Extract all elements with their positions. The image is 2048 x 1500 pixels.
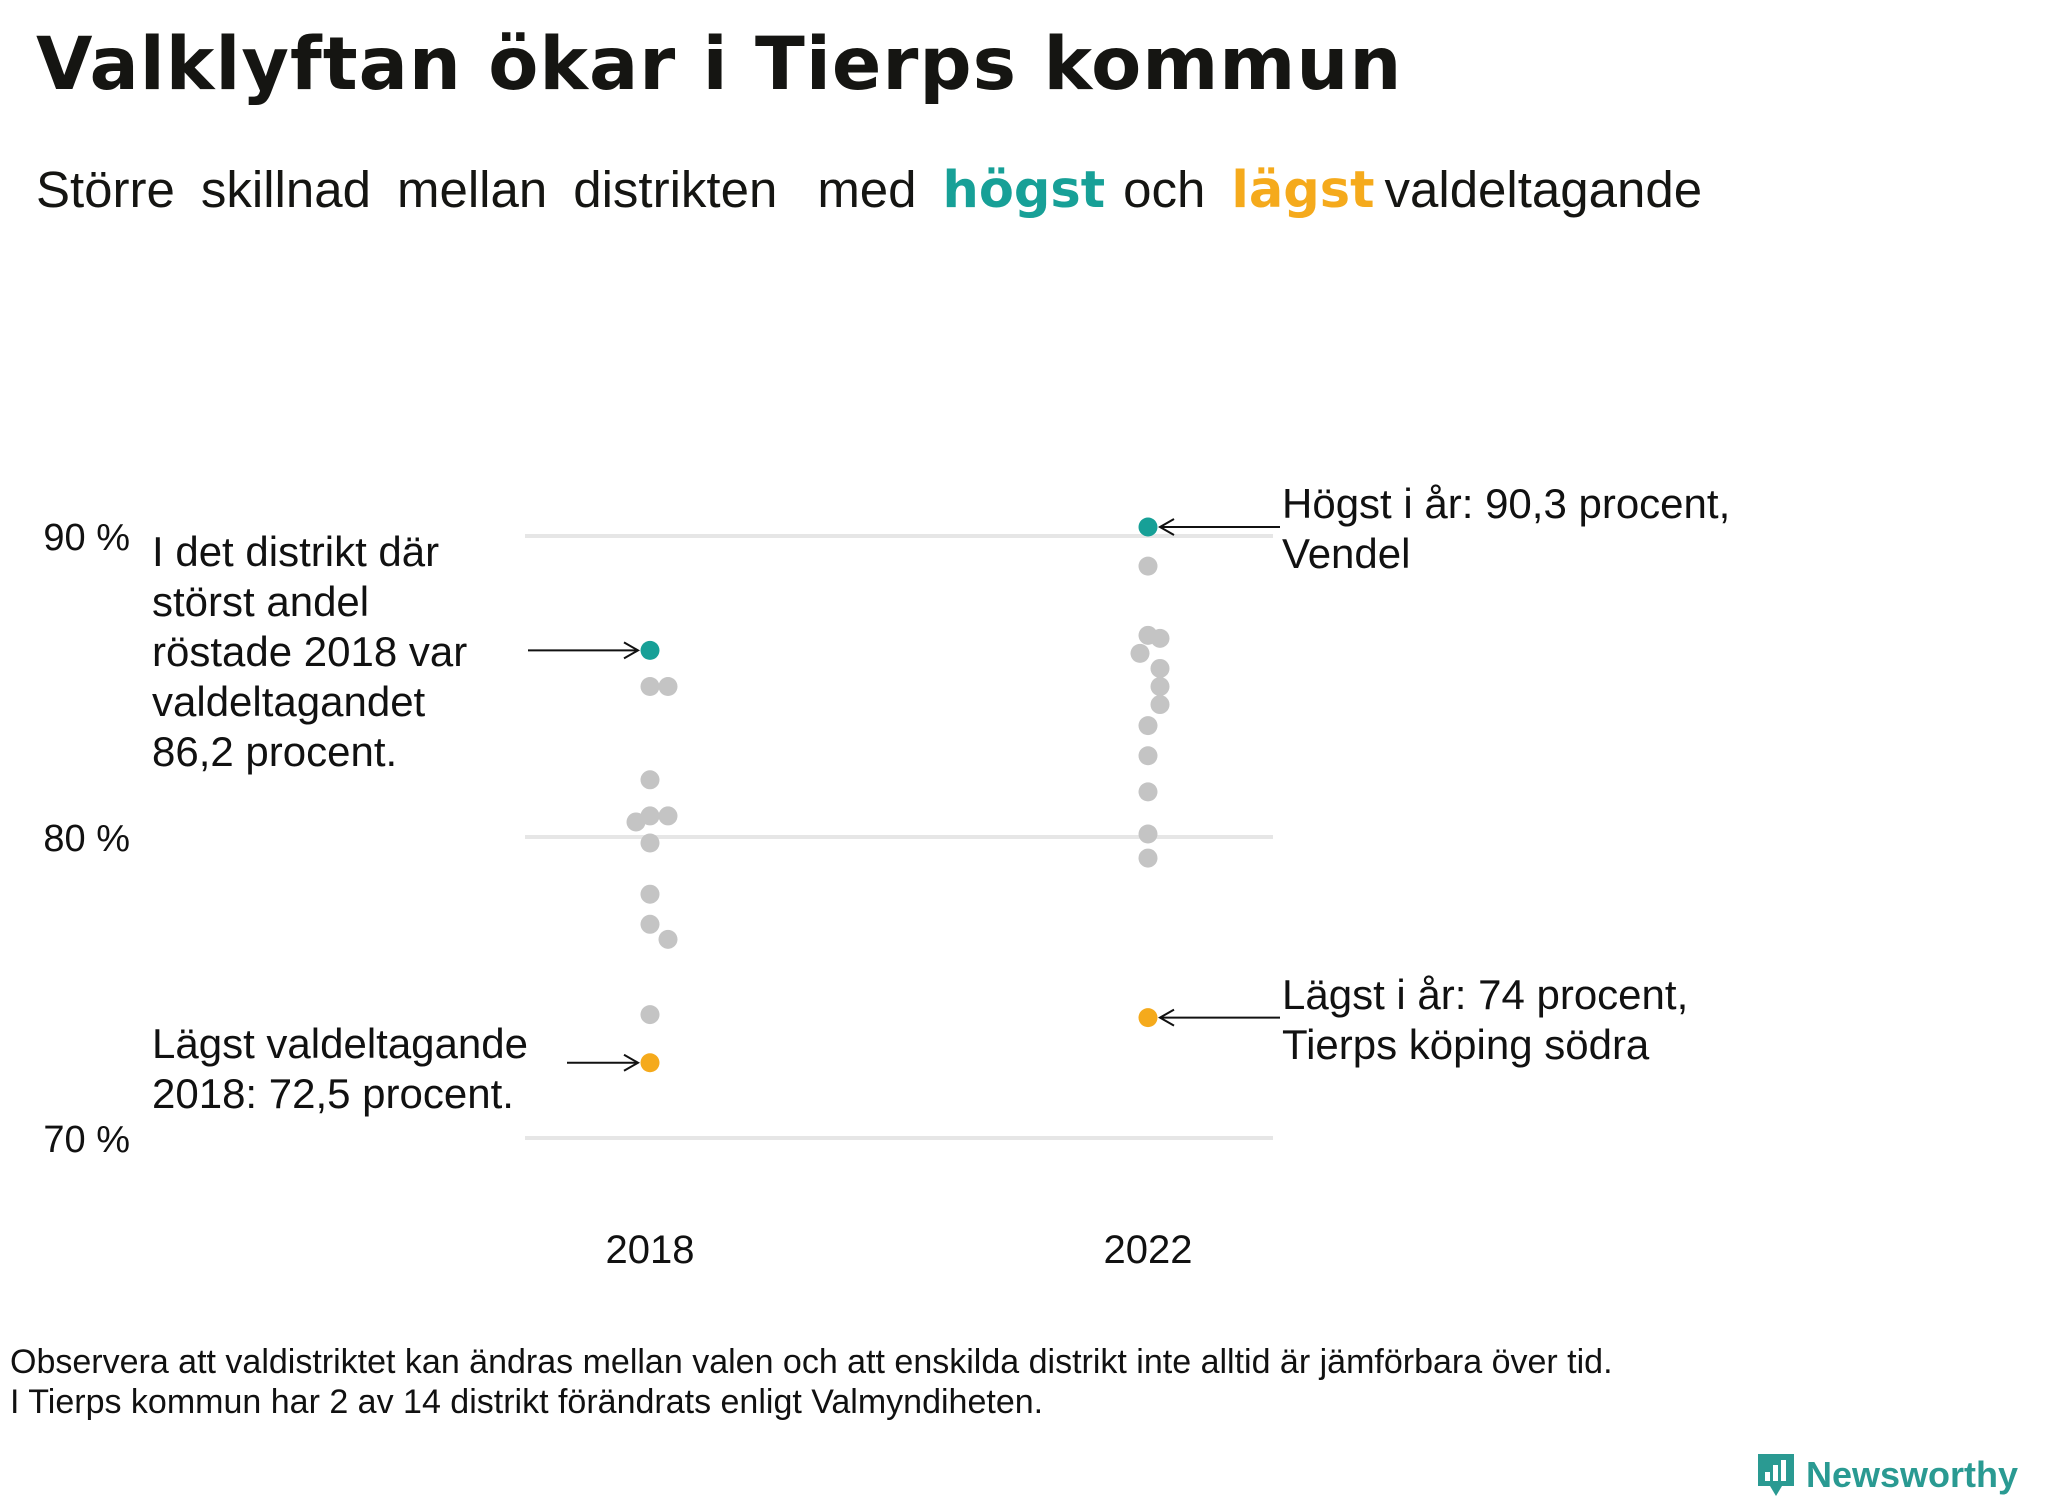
footnote-line: I Tierps kommun har 2 av 14 distrikt för… — [10, 1383, 1044, 1421]
subtitle-word: distrikten — [573, 161, 778, 218]
y-tick-label: 80 % — [43, 818, 130, 860]
subtitle-word: med — [817, 161, 917, 218]
data-points — [626, 517, 1170, 1073]
annotation-arrows — [528, 518, 1280, 1072]
annotation-low-2022: Lägst i år: 74 procent, — [1282, 971, 1688, 1018]
annotation-high-2018: valdeltagandet — [152, 678, 426, 725]
subtitle-word: Större — [36, 161, 175, 218]
annotation-low-2018: Lägst valdeltagande — [152, 1020, 528, 1067]
brand-name: Newsworthy — [1805, 1454, 2018, 1495]
data-point-2022 — [1150, 695, 1170, 715]
subtitle-highlight-low: lägst — [1231, 161, 1375, 220]
data-point-2022 — [1138, 716, 1158, 736]
arrow-low-2018-head — [623, 1053, 641, 1072]
subtitle-word: skillnad — [200, 161, 371, 218]
data-point-2022 — [1138, 746, 1158, 766]
data-point-2018 — [640, 677, 660, 696]
data-point-2022 — [1138, 556, 1158, 576]
annotation-high-2022: Vendel — [1282, 530, 1410, 577]
data-point-2018 — [640, 884, 660, 904]
y-tick-label: 90 % — [43, 517, 130, 559]
annotation-high-2018: störst andel — [152, 578, 369, 625]
y-axis-ticks: 70 % 80 % 90 % — [43, 517, 130, 1161]
x-tick-label: 2018 — [606, 1228, 695, 1272]
arrow-high-2022-head — [1157, 518, 1175, 536]
arrow-high-2018-head — [623, 641, 641, 660]
data-point-2022 — [1138, 824, 1158, 844]
y-tick-label: 70 % — [43, 1119, 130, 1161]
data-point-2018 — [640, 640, 660, 660]
annotation-high-2018: 86,2 procent. — [152, 728, 397, 775]
subtitle-word: mellan — [396, 161, 548, 218]
footnote: Observera att valdistriktet kan ändras m… — [10, 1342, 1613, 1422]
annotation-low-2018: 2018: 72,5 procent. — [152, 1070, 514, 1117]
chart-subtitle: Större skillnad mellan distrikten med högst oc… — [36, 160, 1702, 220]
annotation-high-2018: I det distrikt där — [152, 528, 439, 575]
brand: Newsworthy — [1756, 1452, 2018, 1498]
grid-lines — [525, 534, 1273, 1140]
annotation-high-2018: röstade 2018 var — [152, 628, 467, 675]
data-point-2022 — [1138, 1008, 1158, 1028]
subtitle-highlight-high: högst — [942, 161, 1106, 220]
data-point-2022 — [1138, 517, 1158, 537]
arrow-low-2022-head — [1157, 1008, 1175, 1027]
data-point-2018 — [640, 914, 660, 934]
x-axis-ticks: 2018 2022 — [606, 1228, 1193, 1272]
data-point-2018 — [640, 833, 660, 853]
newsworthy-logo-icon — [1757, 1454, 1794, 1496]
data-point-2018 — [640, 1053, 660, 1073]
data-point-2022 — [1150, 677, 1170, 696]
data-point-2022 — [1138, 848, 1158, 868]
data-point-2022 — [1130, 643, 1150, 663]
data-point-2018 — [626, 812, 646, 832]
data-point-2018 — [658, 677, 678, 696]
data-point-2018 — [658, 806, 678, 826]
data-point-2022 — [1138, 782, 1158, 802]
annotation-high-2022: Högst i år: 90,3 procent, — [1282, 480, 1730, 527]
data-point-2018 — [658, 929, 678, 949]
subtitle-word: valdeltagande — [1384, 161, 1703, 218]
data-point-2018 — [640, 1005, 660, 1025]
x-tick-label: 2022 — [1104, 1228, 1193, 1272]
data-point-2018 — [640, 770, 660, 790]
data-point-2022 — [1150, 658, 1170, 678]
footnote-line: Observera att valdistriktet kan ändras m… — [10, 1343, 1613, 1381]
chart-title: Valklyftan ökar i Tierps kommun — [36, 22, 1403, 107]
subtitle-word: och — [1123, 161, 1206, 218]
data-point-2022 — [1150, 628, 1170, 648]
annotation-low-2022: Tierps köping södra — [1282, 1021, 1650, 1068]
